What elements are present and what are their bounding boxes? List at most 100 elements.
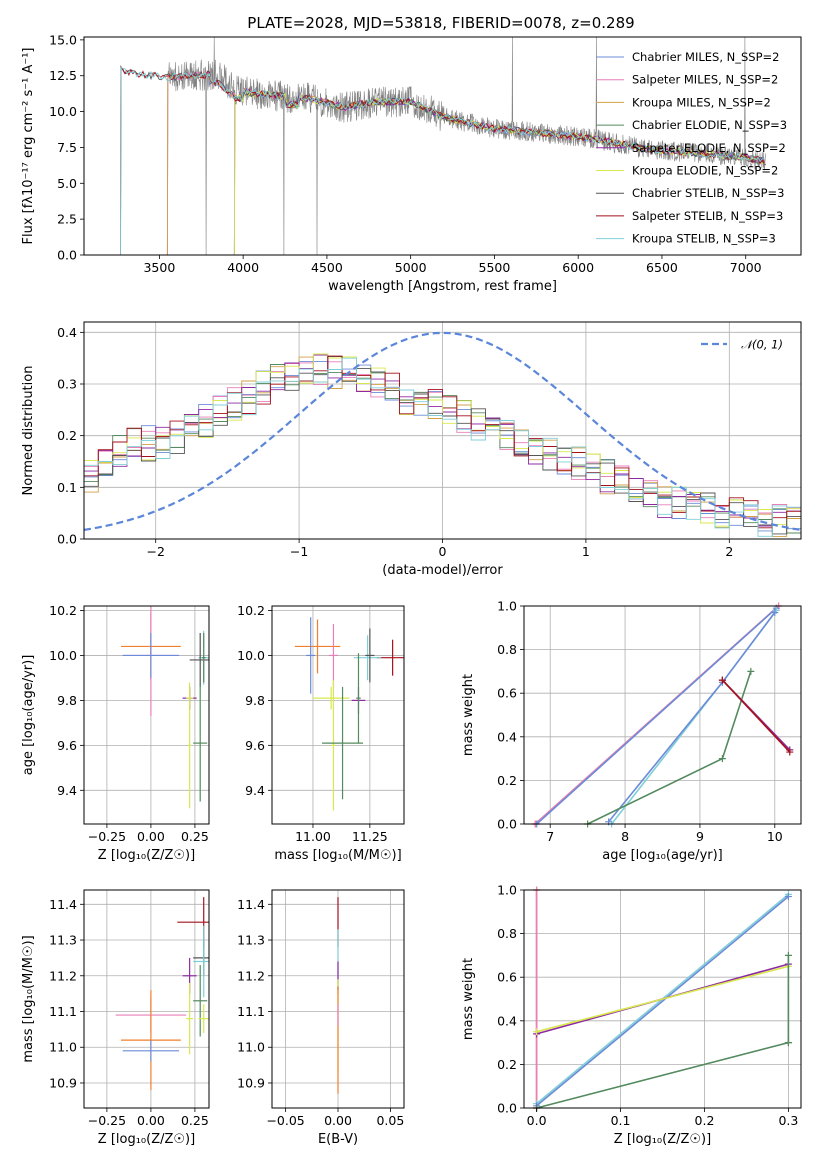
y-axis-label: mass weight <box>461 958 476 1040</box>
age-vs-mass-panel: 11.00 11.25 9.4 9.6 9.8 10.0 10.2 mass [log₁₀(M… <box>237 603 405 863</box>
x-tick-label: 10 <box>767 829 783 844</box>
x-tick-label: −0.05 <box>266 1113 304 1128</box>
mass-weight-line <box>721 679 791 753</box>
x-tick-label: 1 <box>582 544 590 559</box>
gaussian-curve <box>84 331 801 531</box>
mass-weight-line <box>607 612 776 823</box>
y-tick-label: 11.0 <box>49 1040 77 1055</box>
y-tick-label: 0.2 <box>57 428 77 443</box>
x-tick-label: 3500 <box>143 260 175 275</box>
y-tick-label: 0.2 <box>497 773 517 788</box>
x-tick-label: 7000 <box>730 260 762 275</box>
plus-marker <box>533 1028 541 1036</box>
legend-entry: Salpeter STELIB, N_SSP=3 <box>632 209 783 223</box>
y-tick-label: 10.0 <box>49 648 77 663</box>
y-tick-label: 5.0 <box>57 176 77 191</box>
x-tick-label: 0.00 <box>137 1113 165 1128</box>
y-tick-label: 11.2 <box>237 968 265 983</box>
histogram-salpeter-stelib <box>84 355 801 529</box>
plus-marker <box>784 893 792 901</box>
x-axis-label: age [log₁₀(age/yr)] <box>602 848 723 863</box>
plus-marker <box>784 951 792 959</box>
y-tick-label: 0.0 <box>57 532 77 547</box>
y-tick-label: 0.3 <box>57 377 77 392</box>
y-tick-label: 0.8 <box>497 642 517 657</box>
errorbar-point <box>306 617 316 694</box>
x-axis-label: Z [log₁₀(Z/Z☉)] <box>98 1132 195 1147</box>
y-tick-label: 10.9 <box>237 1075 265 1090</box>
y-tick-label: 0.6 <box>497 686 517 701</box>
plus-marker <box>771 609 779 617</box>
legend-entry: Salpeter MILES, N_SSP=2 <box>632 73 778 87</box>
plus-marker <box>718 676 726 684</box>
y-tick-label: 11.3 <box>237 933 265 948</box>
x-tick-label: 0.2 <box>695 1113 715 1128</box>
x-tick-label: −1 <box>290 544 308 559</box>
x-tick-label: 0.00 <box>324 1113 352 1128</box>
y-tick-label: 1.0 <box>497 599 517 614</box>
y-tick-label: 0.4 <box>57 325 77 340</box>
y-tick-label: 0.0 <box>57 248 77 263</box>
errorbar-point <box>193 925 209 998</box>
errorbar-point <box>294 619 341 674</box>
y-tick-label: 9.6 <box>245 738 265 753</box>
x-tick-label: 9 <box>696 829 704 844</box>
spectrum-panel: 3500 4000 4500 5000 5500 6000 6500 7000 0.0 2.5 5.… <box>21 32 802 294</box>
panels: 3500 4000 4500 5000 5500 6000 6500 7000 0.0 2.5 5.… <box>21 32 802 1147</box>
legend-entry: Chabrier STELIB, N_SSP=3 <box>632 186 784 200</box>
x-tick-label: 0 <box>439 544 447 559</box>
x-axis-label: mass [log₁₀(M/M☉)] <box>274 848 401 863</box>
errorbar-point <box>186 686 194 710</box>
y-tick-label: 9.8 <box>245 693 265 708</box>
legend-entry: 𝒩(0, 1) <box>741 338 783 352</box>
y-tick-label: 11.4 <box>49 897 77 912</box>
errorbar-point <box>365 628 375 683</box>
y-tick-label: 9.8 <box>57 693 77 708</box>
x-tick-label: 2 <box>725 544 733 559</box>
legend-entry: Salpeter ELODIE, N_SSP=2 <box>632 141 786 155</box>
x-tick-label: 5500 <box>479 260 511 275</box>
observed-spectrum <box>167 37 766 255</box>
y-tick-label: 2.5 <box>57 212 77 227</box>
x-tick-label: −2 <box>146 544 164 559</box>
plus-marker <box>784 1039 792 1047</box>
x-axis-label: wavelength [Angstrom, rest frame] <box>328 279 557 294</box>
y-axis-label: mass [log₁₀(M/M☉)] <box>21 935 36 1062</box>
x-tick-label: 0.3 <box>778 1113 798 1128</box>
y-tick-label: 1.0 <box>497 883 517 898</box>
x-axis-label: Z [log₁₀(Z/Z☉)] <box>98 848 195 863</box>
axes-frame <box>83 36 802 256</box>
mass-weight-line <box>536 607 777 825</box>
legend-entry: Kroupa MILES, N_SSP=2 <box>632 95 771 109</box>
x-tick-label: 4500 <box>311 260 343 275</box>
plus-marker <box>718 755 726 763</box>
y-tick-label: 10.0 <box>49 104 77 119</box>
y-tick-label: 10.2 <box>237 603 265 618</box>
y-tick-label: 9.6 <box>57 738 77 753</box>
axes-frame <box>523 605 802 825</box>
errorbar-point <box>198 1004 209 1033</box>
y-tick-label: 11.3 <box>49 933 77 948</box>
y-tick-label: 15.0 <box>49 32 77 47</box>
massweight-vs-age-panel: 7 8 9 10 0.0 0.2 0.4 0.6 0.8 1.0 age [log₁₀(age/yr… <box>461 599 802 863</box>
errorbar-point <box>193 965 208 1037</box>
y-tick-label: 11.4 <box>237 897 265 912</box>
y-tick-label: 11.1 <box>49 1004 77 1019</box>
errorbar-point <box>331 680 336 811</box>
plus-marker <box>786 748 794 756</box>
x-tick-label: 4000 <box>227 260 259 275</box>
legend-entry: Kroupa STELIB, N_SSP=3 <box>632 232 776 246</box>
y-tick-label: 0.4 <box>497 1013 517 1028</box>
y-tick-label: 11.0 <box>237 1040 265 1055</box>
errorbar-point <box>193 684 208 802</box>
y-tick-label: 10.0 <box>237 648 265 663</box>
y-tick-label: 10.2 <box>49 603 77 618</box>
mass-weight-line <box>536 965 789 1033</box>
massweight-vs-z-panel: 0.0 0.1 0.2 0.3 0.0 0.2 0.4 0.6 0.8 1.0 Z [log₁₀(Z… <box>461 883 802 1147</box>
figure-title: PLATE=2028, MJD=53818, FIBERID=0078, z=0… <box>247 14 634 32</box>
y-axis-label: Flux [fλ10⁻¹⁷ erg cm⁻² s⁻¹ A⁻¹] <box>21 48 36 245</box>
errorbar-point <box>376 639 404 676</box>
errorbar-point <box>186 982 194 1055</box>
mass-weight-line <box>536 895 789 1107</box>
